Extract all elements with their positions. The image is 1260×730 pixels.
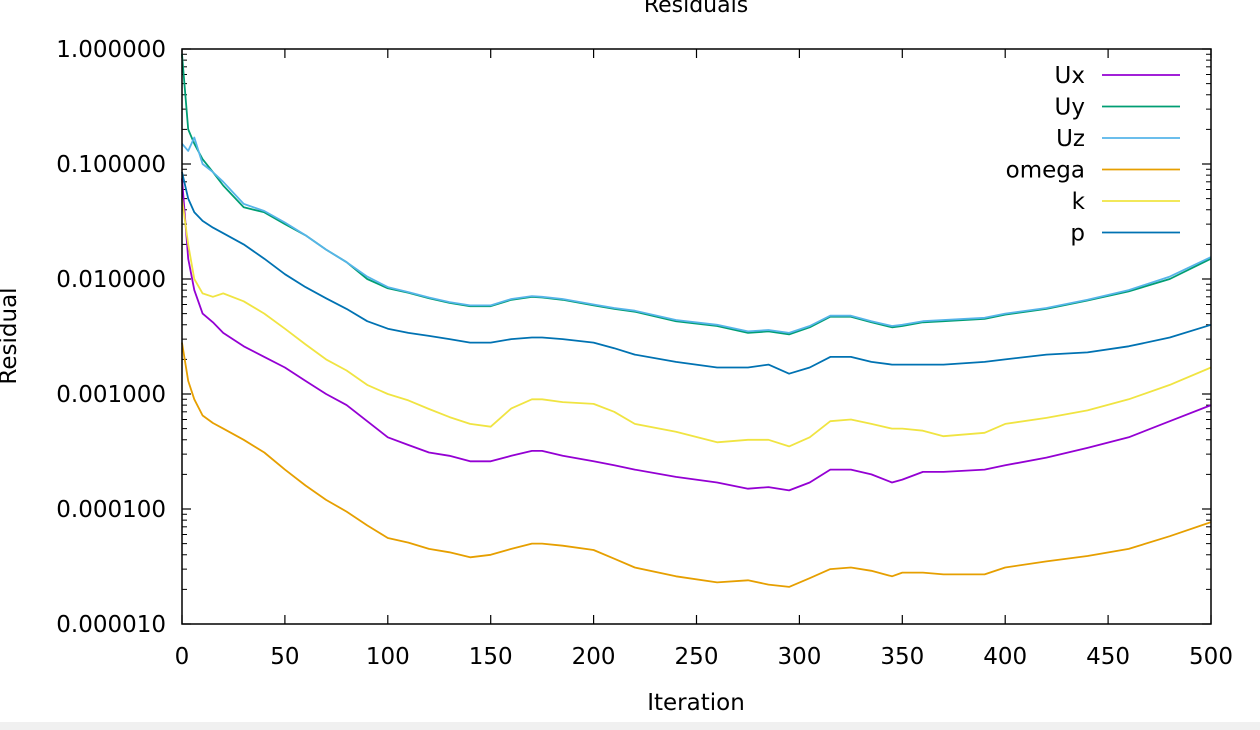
x-tick-label: 500	[1189, 644, 1233, 670]
legend-label: Ux	[1055, 63, 1085, 89]
series-line-k	[181, 198, 1212, 448]
y-tick-label: 0.100000	[56, 152, 166, 178]
x-tick-label: 150	[469, 644, 513, 670]
legend-label: omega	[1006, 158, 1085, 184]
x-axis-label: Iteration	[647, 690, 745, 716]
x-tick-label: 50	[270, 644, 299, 670]
x-tick-label: 350	[880, 644, 924, 670]
series-lines	[181, 54, 1212, 588]
y-tick-label: 0.010000	[56, 267, 166, 293]
legend-label: Uy	[1055, 95, 1085, 121]
x-tick-label: 450	[1086, 644, 1130, 670]
plot-frame	[181, 48, 1212, 625]
legend-label: k	[1072, 189, 1086, 215]
x-tick-label: 0	[175, 644, 190, 670]
x-tick-label: 400	[983, 644, 1027, 670]
x-tick-label: 250	[675, 644, 719, 670]
y-tick-label: 1.000000	[56, 37, 166, 63]
y-tick-label: 0.000010	[56, 612, 166, 638]
series-line-Ux	[181, 178, 1212, 492]
chart-title: Residuals	[644, 0, 748, 18]
series-line-p	[181, 171, 1212, 375]
y-axis-label: Residual	[0, 287, 22, 384]
x-tick-label: 200	[572, 644, 616, 670]
legend-label: p	[1070, 221, 1085, 247]
y-tick-label: 0.001000	[56, 382, 166, 408]
x-tick-label: 300	[777, 644, 821, 670]
series-line-omega	[181, 342, 1212, 588]
series-line-Uz	[181, 136, 1212, 334]
x-tick-label: 100	[366, 644, 410, 670]
legend-label: Uz	[1056, 126, 1085, 152]
y-tick-label: 0.000100	[56, 497, 166, 523]
footer-strip	[0, 722, 1260, 730]
legend: Ux Uy Uz omega kp	[1006, 63, 1180, 247]
axis-ticks: 0 50 100 150 200 250 300 350 400 450 500 0.000010 0.…	[56, 37, 1233, 670]
